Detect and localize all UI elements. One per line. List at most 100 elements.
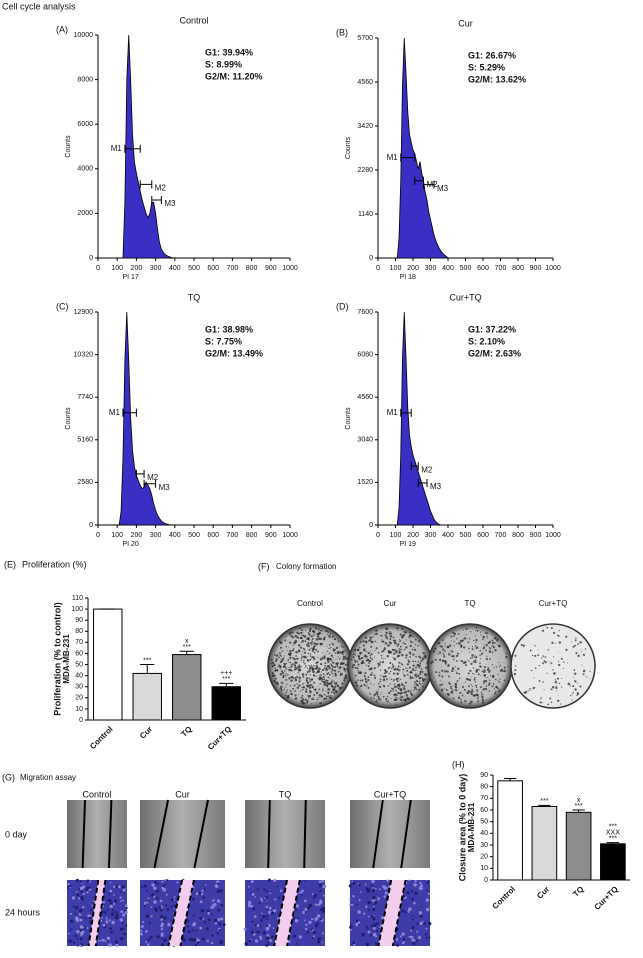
colony [470, 662, 473, 666]
colony [313, 642, 317, 645]
colony [272, 664, 275, 667]
colony [361, 679, 364, 682]
colony [403, 685, 406, 688]
colony [327, 657, 330, 660]
colony [370, 645, 373, 648]
cell [202, 917, 205, 920]
colony [489, 648, 492, 650]
cell [195, 892, 199, 896]
colony [329, 647, 331, 649]
cell [193, 891, 195, 894]
colony [272, 677, 274, 679]
cell [90, 908, 93, 912]
cell [361, 933, 365, 937]
colony [301, 639, 304, 642]
cell [156, 883, 160, 886]
cell [166, 908, 170, 911]
colony [307, 652, 310, 655]
colony [401, 683, 404, 687]
colony [338, 640, 340, 642]
colony [333, 638, 336, 641]
colony [437, 653, 439, 655]
colony [366, 650, 368, 653]
colony [451, 640, 452, 642]
colony [285, 675, 287, 677]
colony [298, 694, 300, 695]
x-tick-label: 400 [169, 532, 181, 539]
colony [478, 669, 480, 671]
cell [405, 911, 408, 914]
cell [117, 885, 121, 889]
colony [331, 660, 334, 663]
colony [485, 657, 488, 661]
cell [195, 938, 199, 942]
colony [321, 680, 323, 682]
cell [410, 890, 413, 893]
panel-label: (C) [56, 301, 69, 311]
colony [471, 690, 474, 693]
colony [313, 665, 315, 667]
cell [147, 897, 150, 900]
colony [359, 679, 362, 682]
y-axis-label: Proliferation (% to control) [52, 602, 62, 716]
colony [430, 661, 433, 664]
colony [332, 661, 335, 664]
colony [397, 629, 399, 631]
colony [302, 675, 305, 678]
colony [393, 683, 396, 685]
colony [327, 691, 329, 693]
cell [67, 886, 71, 890]
colony [542, 655, 545, 657]
colony [471, 685, 474, 687]
colony [368, 659, 372, 663]
colony [289, 641, 292, 644]
colony [554, 681, 558, 684]
colony [300, 657, 303, 660]
colony [569, 685, 571, 687]
cell [373, 903, 376, 906]
cell-cycle-stat: S: 8.99% [205, 59, 242, 69]
colony [409, 656, 411, 658]
cell [425, 907, 430, 912]
colony [359, 651, 362, 655]
colony [272, 674, 275, 677]
colony [356, 660, 359, 663]
cell [220, 917, 224, 921]
colony [335, 691, 338, 694]
colony [473, 639, 475, 642]
colony [309, 659, 312, 661]
cell [163, 921, 166, 924]
cell [108, 898, 112, 902]
cell [318, 903, 321, 906]
cell [84, 917, 87, 920]
x-tick-label: Cur [535, 885, 551, 901]
colony [397, 677, 400, 680]
colony [319, 673, 322, 676]
colony [396, 685, 398, 688]
cell [205, 883, 207, 886]
colony [329, 682, 330, 684]
colony [281, 650, 284, 652]
colony [354, 661, 357, 663]
colony [387, 685, 389, 687]
y-tick-label: 1520 [357, 479, 373, 486]
colony [368, 668, 371, 671]
cell [202, 896, 205, 899]
cell [260, 897, 263, 900]
colony [476, 689, 478, 692]
cell [211, 900, 214, 903]
colony [432, 650, 435, 653]
colony [375, 660, 377, 662]
colony [309, 674, 312, 676]
cell [414, 879, 417, 883]
colony [404, 691, 408, 694]
colony [438, 658, 442, 661]
colony [534, 654, 537, 658]
x-tick-label: 500 [188, 532, 200, 539]
colony [414, 649, 416, 651]
colony [477, 700, 479, 702]
y-tick-label: 20 [75, 695, 83, 702]
x-tick-label: 200 [131, 265, 143, 272]
cell [253, 915, 257, 918]
cell [266, 918, 269, 921]
